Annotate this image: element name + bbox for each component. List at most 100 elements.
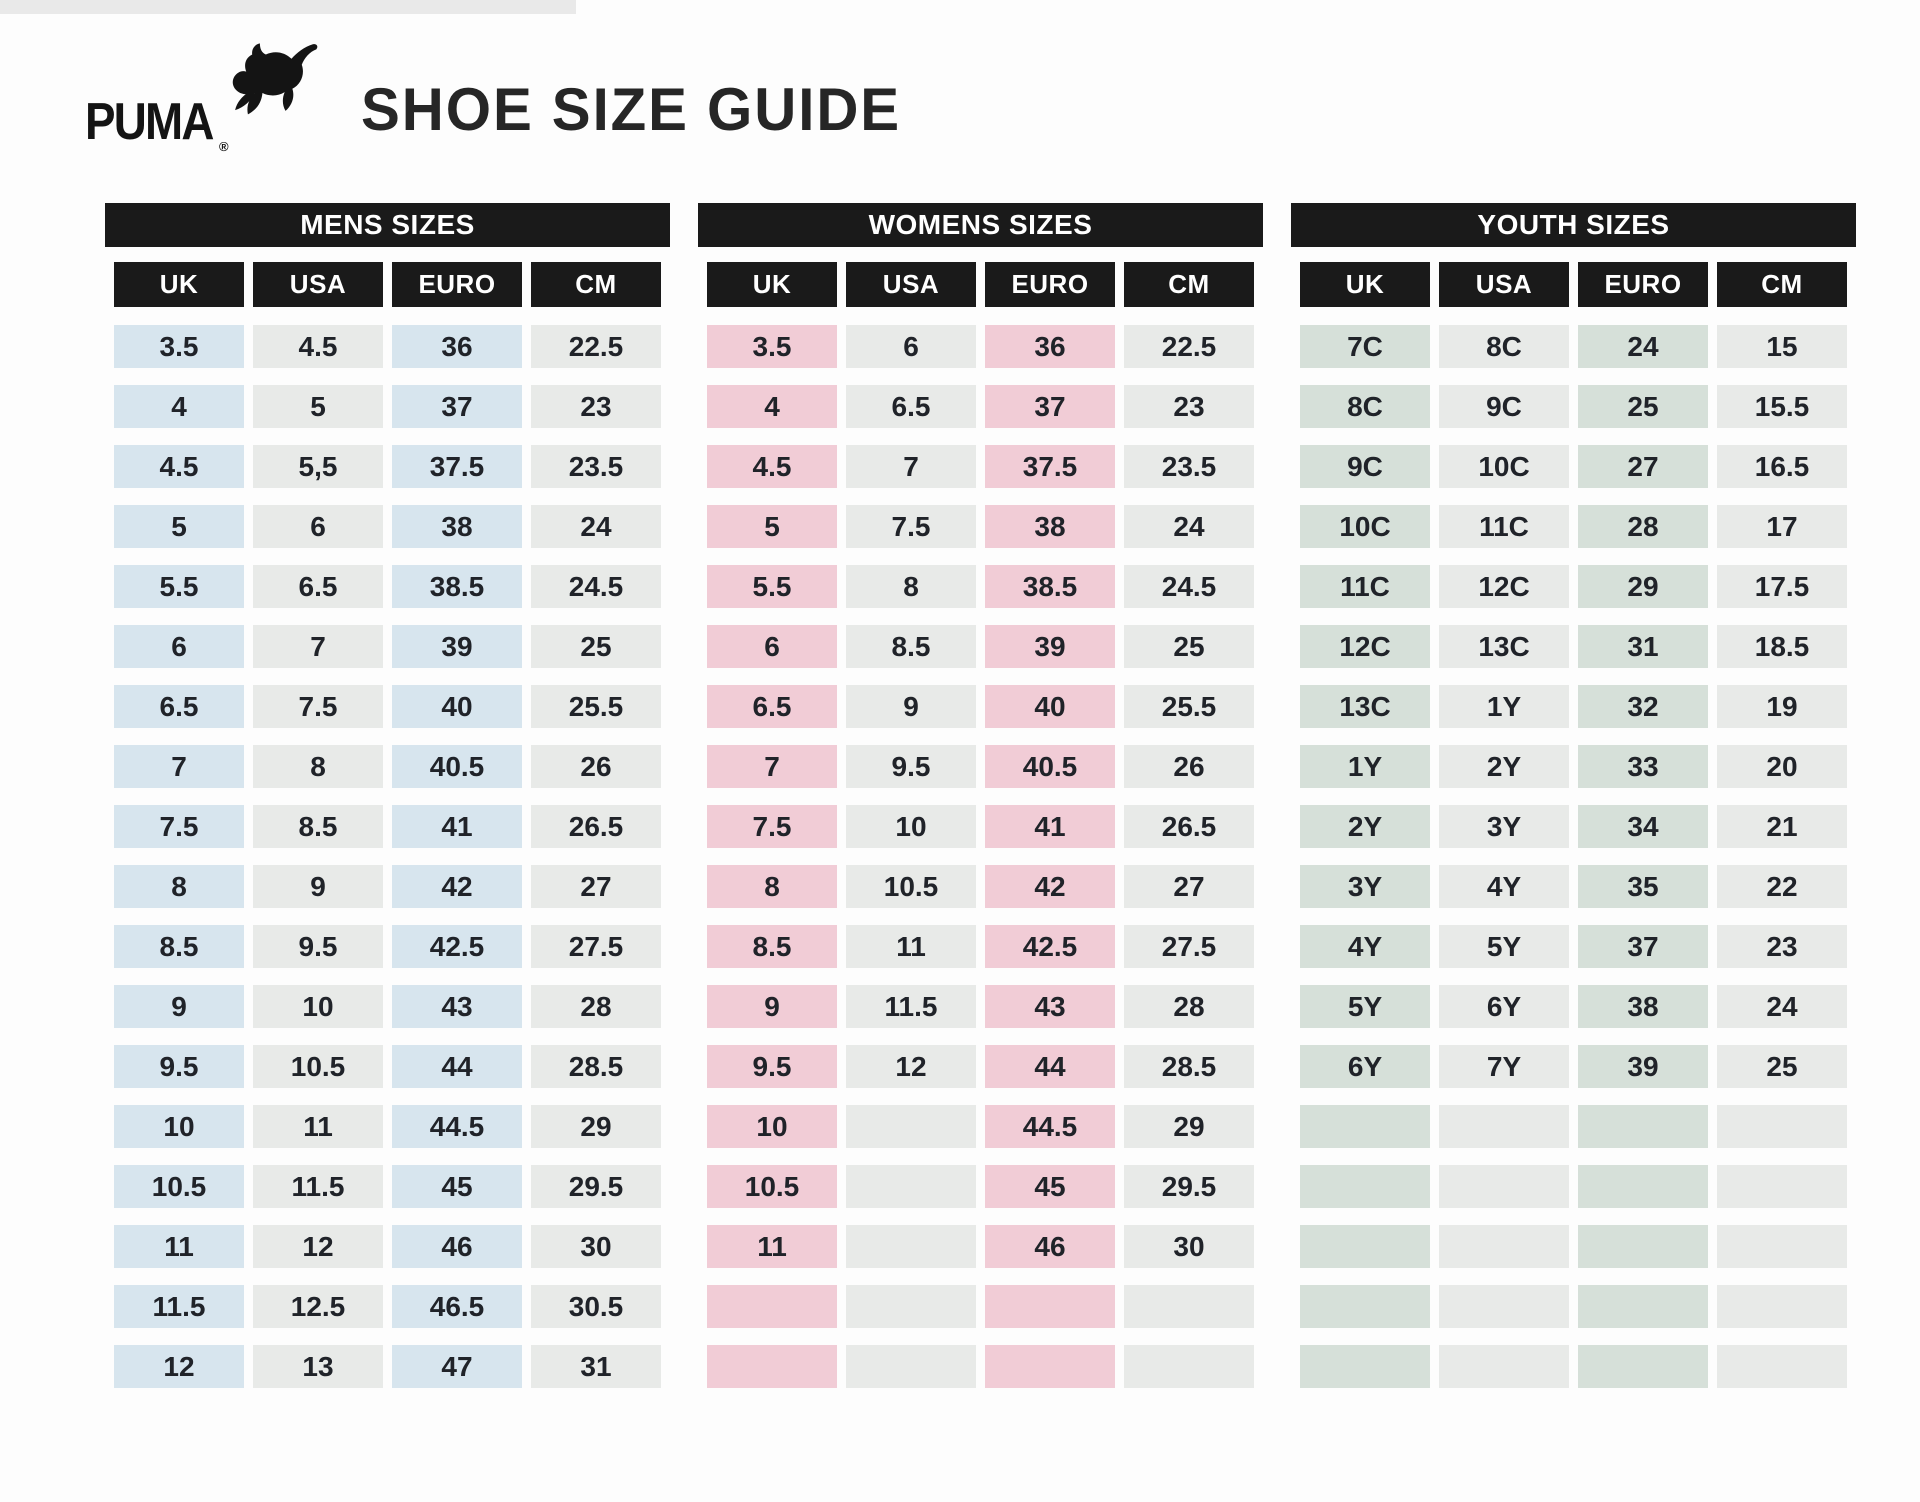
table-row: [1300, 1165, 1847, 1208]
size-cell: 5,5: [253, 445, 383, 488]
size-cell: [1578, 1225, 1708, 1268]
table-row: [707, 1285, 1254, 1328]
table-row: 10.5 45 29.5: [707, 1165, 1254, 1208]
size-cell: 3Y: [1300, 865, 1430, 908]
table-row: 5 7.5 38 24: [707, 505, 1254, 548]
size-cell: 44: [392, 1045, 522, 1088]
size-cell: 30: [531, 1225, 661, 1268]
size-cell: [1300, 1105, 1430, 1148]
size-cell: 8C: [1439, 325, 1569, 368]
size-cell: 31: [1578, 625, 1708, 668]
size-cell: 4.5: [253, 325, 383, 368]
size-cell: 6: [846, 325, 976, 368]
size-cell: 11.5: [253, 1165, 383, 1208]
size-cell: 21: [1717, 805, 1847, 848]
puma-logo: PUMA ®: [85, 43, 318, 154]
size-cell: 32: [1578, 685, 1708, 728]
size-cell: 42.5: [392, 925, 522, 968]
size-cell: [1439, 1285, 1569, 1328]
size-cell: 9.5: [846, 745, 976, 788]
size-cell: 8: [707, 865, 837, 908]
column-header-usa: USA: [846, 262, 976, 307]
size-cell: 38: [1578, 985, 1708, 1028]
size-cell: 24: [1717, 985, 1847, 1028]
size-cell: 40: [985, 685, 1115, 728]
size-cell: 38.5: [985, 565, 1115, 608]
table-row: 8.5 11 42.5 27.5: [707, 925, 1254, 968]
size-cell: 46.5: [392, 1285, 522, 1328]
size-cell: [846, 1165, 976, 1208]
size-cell: 7: [707, 745, 837, 788]
size-cell: 9.5: [253, 925, 383, 968]
table-row: 3Y 4Y 35 22: [1300, 865, 1847, 908]
column-header-cm: CM: [531, 262, 661, 307]
size-cell: 10.5: [707, 1165, 837, 1208]
size-cell: 11C: [1300, 565, 1430, 608]
table-row: 13C 1Y 32 19: [1300, 685, 1847, 728]
size-cell: 8.5: [707, 925, 837, 968]
size-cell: 37: [985, 385, 1115, 428]
size-cell: [846, 1285, 976, 1328]
size-cell: 28: [1124, 985, 1254, 1028]
size-table-mens: MENS SIZES UK USA EURO CM 3.5 4.5 36 22.5 4 5 37 2…: [105, 203, 670, 1388]
size-cell: 11.5: [846, 985, 976, 1028]
size-cell: 24.5: [531, 565, 661, 608]
size-cell: 25.5: [1124, 685, 1254, 728]
size-cell: 24.5: [1124, 565, 1254, 608]
size-cell: 37.5: [392, 445, 522, 488]
size-table-youth: YOUTH SIZES UK USA EURO CM 7C 8C 24 15 8C 9C 25 15…: [1291, 203, 1856, 1388]
size-cell: 31: [531, 1345, 661, 1388]
size-cell: 12C: [1300, 625, 1430, 668]
size-cell: 23.5: [531, 445, 661, 488]
size-cell: 15.5: [1717, 385, 1847, 428]
table-row: 11.5 12.5 46.5 30.5: [114, 1285, 661, 1328]
column-header-euro: EURO: [1578, 262, 1708, 307]
size-cell: 29.5: [531, 1165, 661, 1208]
size-cell: 23: [1717, 925, 1847, 968]
table-row: 9C 10C 27 16.5: [1300, 445, 1847, 488]
size-cell: [1300, 1165, 1430, 1208]
size-cell: 2Y: [1439, 745, 1569, 788]
scan-artifact-strip: [0, 0, 576, 14]
size-cell: 39: [1578, 1045, 1708, 1088]
size-cell: 22: [1717, 865, 1847, 908]
column-header-usa: USA: [253, 262, 383, 307]
table-row: 8C 9C 25 15.5: [1300, 385, 1847, 428]
size-cell: [846, 1225, 976, 1268]
table-row: 10.5 11.5 45 29.5: [114, 1165, 661, 1208]
table-rows: 3.5 6 36 22.5 4 6.5 37 23 4.5 7 37.5 23.5 5 7.5 38 24 5.…: [698, 325, 1263, 1388]
table-row: 9 10 43 28: [114, 985, 661, 1028]
size-cell: 5: [253, 385, 383, 428]
table-row: 12 13 47 31: [114, 1345, 661, 1388]
size-cell: 24: [531, 505, 661, 548]
size-cell: 11: [846, 925, 976, 968]
table-row: 12C 13C 31 18.5: [1300, 625, 1847, 668]
size-cell: [707, 1285, 837, 1328]
size-cell: [1717, 1285, 1847, 1328]
size-cell: 28: [531, 985, 661, 1028]
size-cell: 5.5: [707, 565, 837, 608]
size-cell: 4: [114, 385, 244, 428]
size-cell: 4.5: [707, 445, 837, 488]
size-cell: 5Y: [1439, 925, 1569, 968]
size-cell: [1717, 1345, 1847, 1388]
size-cell: 4Y: [1439, 865, 1569, 908]
size-cell: 27.5: [1124, 925, 1254, 968]
size-cell: 7.5: [114, 805, 244, 848]
size-cell: 11: [114, 1225, 244, 1268]
size-cell: [1300, 1345, 1430, 1388]
column-header-euro: EURO: [392, 262, 522, 307]
size-cell: 37.5: [985, 445, 1115, 488]
size-cell: 39: [392, 625, 522, 668]
size-cell: 9: [253, 865, 383, 908]
size-cell: [1124, 1345, 1254, 1388]
size-cell: 22.5: [531, 325, 661, 368]
table-row: 9.5 12 44 28.5: [707, 1045, 1254, 1088]
size-cell: 40: [392, 685, 522, 728]
size-cell: 8C: [1300, 385, 1430, 428]
size-cell: 9C: [1439, 385, 1569, 428]
size-cell: [846, 1345, 976, 1388]
table-row: [1300, 1285, 1847, 1328]
table-row: 10C 11C 28 17: [1300, 505, 1847, 548]
size-cell: 13C: [1300, 685, 1430, 728]
